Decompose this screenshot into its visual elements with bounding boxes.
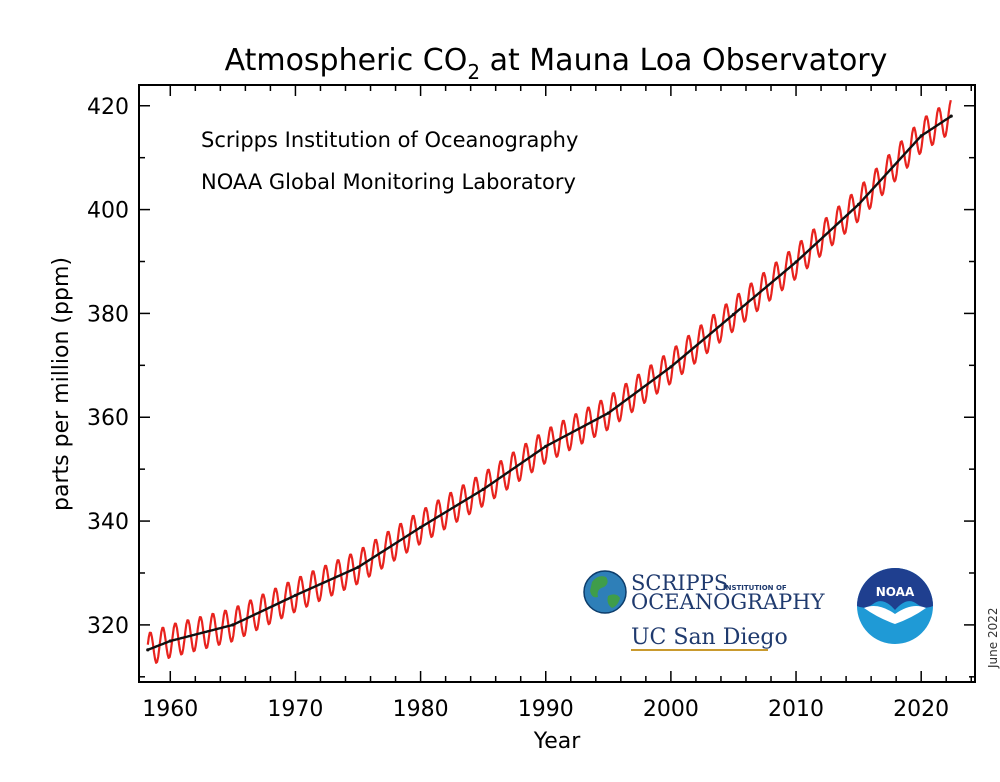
trend-point: [606, 411, 610, 415]
scripps-logo-line2: OCEANOGRAPHY: [631, 590, 826, 614]
trend-point: [293, 593, 298, 597]
trend-point: [168, 639, 172, 643]
trend-point: [949, 114, 953, 118]
ucsd-logo-text: UC San Diego: [631, 625, 788, 650]
trend-points: [146, 114, 953, 652]
y-tick-label: 320: [87, 614, 129, 639]
y-axis-label: parts per million (ppm): [49, 257, 74, 511]
series-line-monthly: [146, 99, 952, 664]
trend-point: [544, 444, 548, 448]
y-tick-label: 360: [87, 406, 129, 431]
globe-icon: [583, 570, 627, 614]
trend-point: [919, 134, 923, 138]
y-tick-label: 420: [87, 95, 129, 120]
trend-point: [857, 202, 861, 206]
y-tick-label: 400: [87, 199, 129, 224]
plot-frame: [138, 84, 976, 683]
scripps-logo-line1: SCRIPPS: [631, 571, 728, 595]
trend-point: [731, 312, 736, 317]
trend-point: [231, 623, 235, 627]
trend-point: [669, 365, 673, 369]
trend-point: [418, 525, 423, 529]
trend-point: [794, 260, 798, 264]
x-axis-label: Year: [533, 729, 582, 754]
scripps-ucsd-logo: SCRIPPS INSTITUTION OF OCEANOGRAPHY UC S…: [583, 570, 826, 651]
y-axis: 320 340 360 380 400 420: [87, 95, 975, 678]
x-tick-label: 1960: [142, 697, 198, 722]
date-note: June 2022: [986, 608, 1000, 670]
trend-point: [481, 487, 485, 492]
scripps-logo-line1b: INSTITUTION OF: [723, 584, 787, 592]
x-tick-label: 2020: [893, 697, 949, 722]
x-tick-label: 1970: [267, 697, 323, 722]
series-line-trend: [147, 115, 952, 651]
trend-point: [146, 648, 150, 652]
annotation-scripps: Scripps Institution of Oceanography: [201, 128, 578, 152]
x-tick-label: 1990: [518, 697, 574, 722]
x-tick-label: 2000: [643, 697, 699, 722]
chart-title: Atmospheric CO2 at Mauna Loa Observatory: [225, 43, 888, 84]
noaa-logo-text: NOAA: [876, 585, 915, 599]
x-tick-label: 1980: [393, 697, 449, 722]
x-axis: 1960 1970 1980 1990 2000 2010 2020: [142, 85, 972, 722]
x-tick-label: 2010: [768, 697, 824, 722]
trend-point: [356, 565, 360, 569]
y-tick-label: 380: [87, 302, 129, 327]
noaa-logo-icon: NOAA: [857, 568, 933, 644]
y-tick-label: 340: [87, 510, 129, 535]
annotation-noaa: NOAA Global Monitoring Laboratory: [201, 170, 576, 194]
